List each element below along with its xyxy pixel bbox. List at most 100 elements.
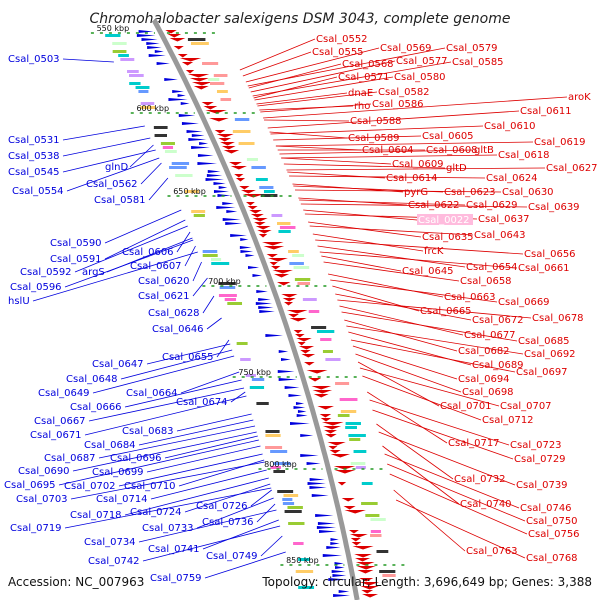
left-gene-label[interactable]: Csal_0759 [150, 573, 202, 584]
right-gene-label[interactable]: Csal_0654 [466, 262, 518, 273]
right-gene-label[interactable]: Csal_0605 [422, 131, 474, 142]
right-gene-label[interactable]: Csal_0624 [486, 173, 538, 184]
left-gene-label[interactable]: hslU [8, 296, 30, 307]
right-gene-label[interactable]: Csal_0629 [466, 200, 518, 211]
left-gene-label[interactable]: Csal_0710 [124, 481, 176, 492]
left-gene-label[interactable]: Csal_0718 [70, 510, 122, 521]
left-gene-label[interactable]: Csal_0648 [66, 374, 118, 385]
left-gene-label[interactable]: Csal_0726 [196, 501, 248, 512]
right-gene-label[interactable]: Csal_0694 [458, 374, 510, 385]
right-gene-label[interactable]: Csal_0610 [484, 121, 536, 132]
right-gene-label[interactable]: Csal_0707 [500, 401, 552, 412]
right-gene-label[interactable]: Csal_0723 [510, 440, 562, 451]
right-gene-label[interactable]: Csal_0627 [546, 163, 598, 174]
right-gene-label[interactable]: Csal_0645 [402, 266, 454, 277]
right-gene-label[interactable]: Csal_0643 [474, 230, 526, 241]
right-gene-label[interactable]: Csal_0579 [446, 43, 498, 54]
right-gene-label[interactable]: Csal_0732 [454, 474, 506, 485]
right-gene-label[interactable]: Csal_0739 [516, 480, 568, 491]
left-gene-label[interactable]: Csal_0699 [92, 467, 144, 478]
right-gene-label[interactable]: Csal_0658 [460, 276, 512, 287]
right-gene-label[interactable]: Csal_0604 [362, 145, 414, 156]
right-gene-label[interactable]: Csal_0568 [342, 59, 394, 70]
left-gene-label[interactable]: Csal_0531 [8, 135, 60, 146]
left-gene-label[interactable]: Csal_0664 [126, 388, 178, 399]
right-gene-label[interactable]: Csal_0689 [472, 360, 524, 371]
right-gene-label[interactable]: Csal_0682 [458, 346, 510, 357]
right-gene-label[interactable]: Csal_0639 [528, 202, 580, 213]
left-gene-label[interactable]: Csal_0538 [8, 151, 60, 162]
left-gene-label[interactable]: Csal_0690 [18, 466, 70, 477]
left-gene-label[interactable]: Csal_0702 [64, 481, 116, 492]
right-gene-label[interactable]: Csal_0665 [420, 306, 472, 317]
right-gene-label[interactable]: Csal_0698 [462, 387, 514, 398]
left-gene-label[interactable]: Csal_0503 [8, 54, 60, 65]
left-gene-label[interactable]: Csal_0646 [152, 324, 204, 335]
right-gene-label[interactable]: Csal_0022 [418, 215, 470, 226]
right-gene-label[interactable]: Csal_0635 [422, 232, 474, 243]
left-gene-label[interactable]: Csal_0671 [30, 430, 82, 441]
left-gene-label[interactable]: Csal_0674 [176, 397, 228, 408]
left-gene-label[interactable]: Csal_0683 [122, 426, 174, 437]
right-gene-label[interactable]: Csal_0611 [520, 106, 572, 117]
right-gene-label[interactable]: Csal_0589 [348, 133, 400, 144]
right-gene-label[interactable]: Csal_0678 [532, 313, 584, 324]
right-gene-label[interactable]: Csal_0685 [518, 336, 570, 347]
right-gene-label[interactable]: Csal_0750 [526, 516, 578, 527]
right-gene-label[interactable]: Csal_0630 [502, 187, 554, 198]
right-gene-label[interactable]: Csal_0672 [472, 315, 524, 326]
left-gene-label[interactable]: Csal_0590 [50, 238, 102, 249]
right-gene-label[interactable]: Csal_0663 [444, 292, 496, 303]
right-gene-label[interactable]: Csal_0763 [466, 546, 518, 557]
right-gene-label[interactable]: Csal_0701 [440, 401, 492, 412]
left-gene-label[interactable]: Csal_0554 [12, 186, 64, 197]
left-gene-label[interactable]: Csal_0607 [130, 261, 182, 272]
right-gene-label[interactable]: Csal_0555 [312, 47, 364, 58]
left-gene-label[interactable]: Csal_0621 [138, 291, 190, 302]
right-gene-label[interactable]: Csal_0740 [460, 499, 512, 510]
right-gene-label[interactable]: Csal_0552 [316, 34, 368, 45]
left-gene-label[interactable]: Csal_0562 [86, 179, 138, 190]
left-gene-label[interactable]: Csal_0591 [50, 254, 102, 265]
right-gene-label[interactable]: Csal_0577 [396, 56, 448, 67]
left-gene-label[interactable]: Csal_0649 [38, 388, 90, 399]
right-gene-label[interactable]: Csal_0692 [524, 349, 576, 360]
right-gene-label[interactable]: Csal_0717 [448, 438, 500, 449]
right-gene-label[interactable]: Csal_0729 [514, 454, 566, 465]
left-gene-label[interactable]: Csal_0703 [16, 494, 68, 505]
right-gene-label[interactable]: Csal_0614 [386, 173, 438, 184]
left-gene-label[interactable]: glnD [105, 162, 128, 173]
left-gene-label[interactable]: Csal_0545 [8, 167, 60, 178]
right-gene-label[interactable]: Csal_0756 [528, 529, 580, 540]
right-gene-label[interactable]: Csal_0656 [524, 249, 576, 260]
right-gene-label[interactable]: Csal_0586 [372, 99, 424, 110]
left-gene-label[interactable]: Csal_0655 [162, 352, 214, 363]
left-gene-label[interactable]: Csal_0620 [138, 276, 190, 287]
right-gene-label[interactable]: gltD [446, 163, 467, 174]
left-gene-label[interactable]: Csal_0592 [20, 267, 72, 278]
right-gene-label[interactable]: Csal_0582 [378, 87, 430, 98]
left-gene-label[interactable]: Csal_0596 [10, 282, 62, 293]
left-gene-label[interactable]: Csal_0666 [70, 402, 122, 413]
left-gene-label[interactable]: Csal_0667 [34, 416, 86, 427]
right-gene-label[interactable]: gltB [474, 145, 494, 156]
left-gene-label[interactable]: Csal_0741 [148, 544, 200, 555]
left-gene-label[interactable]: Csal_0695 [4, 480, 56, 491]
left-gene-label[interactable]: Csal_0719 [10, 523, 62, 534]
right-gene-label[interactable]: Csal_0623 [444, 187, 496, 198]
left-gene-label[interactable]: Csal_0714 [96, 494, 148, 505]
left-gene-label[interactable]: argS [82, 267, 105, 278]
right-gene-label[interactable]: frcK [424, 246, 444, 257]
right-gene-label[interactable]: Csal_0571 [338, 72, 390, 83]
right-gene-label[interactable]: Csal_0746 [520, 503, 572, 514]
left-gene-label[interactable]: Csal_0606 [122, 247, 174, 258]
left-gene-label[interactable]: Csal_0742 [88, 556, 140, 567]
right-gene-label[interactable]: Csal_0569 [380, 43, 432, 54]
right-gene-label[interactable]: Csal_0661 [518, 263, 570, 274]
right-gene-label[interactable]: Csal_0580 [394, 72, 446, 83]
right-gene-label[interactable]: Csal_0622 [408, 200, 460, 211]
right-gene-label[interactable]: Csal_0609 [392, 159, 444, 170]
right-gene-label[interactable]: Csal_0588 [350, 116, 402, 127]
right-gene-label[interactable]: pyrG [404, 187, 428, 198]
right-gene-label[interactable]: Csal_0712 [482, 415, 534, 426]
